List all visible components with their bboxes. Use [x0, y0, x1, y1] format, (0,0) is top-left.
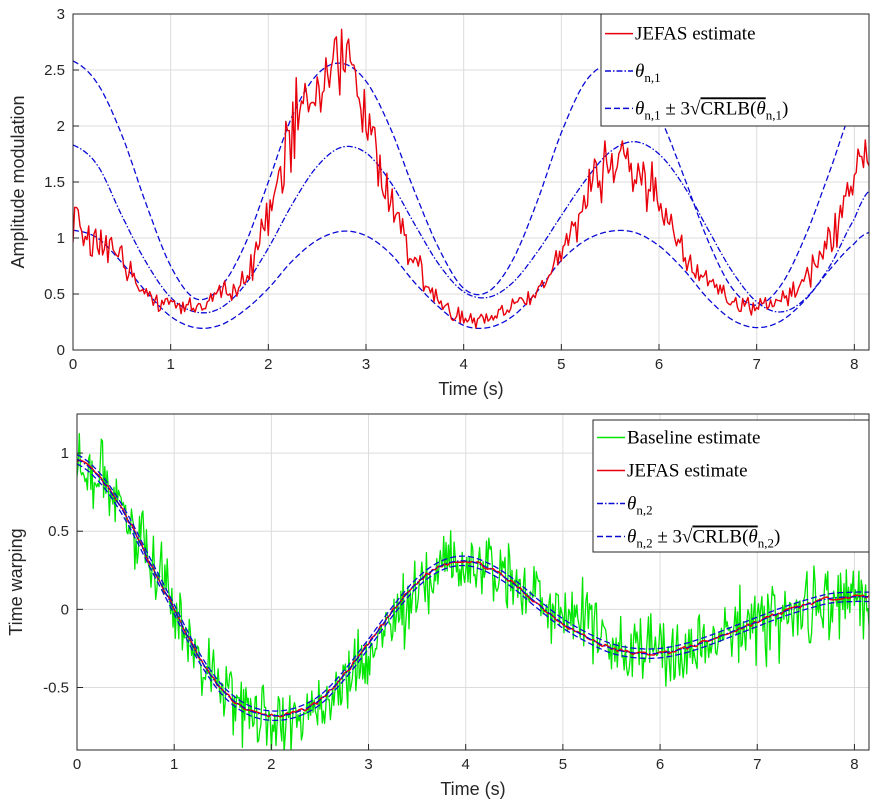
legend-label-baseline: Baseline estimate	[627, 428, 760, 449]
x-axis-label: Time (s)	[438, 379, 503, 399]
legend-box	[600, 13, 870, 127]
series-crlb-upper	[73, 60, 869, 306]
y-tick-label: 2	[57, 118, 65, 135]
legend-label-crlb: θn,1 ± 3√CRLB(θn,1)	[635, 98, 788, 122]
legend: JEFAS estimate θn,1 θn,1 ± 3√CRLB(θn,1)	[600, 13, 870, 127]
x-tick-label: 1	[166, 356, 174, 373]
x-axis-label: Time (s)	[440, 779, 505, 799]
x-tick-label: 8	[850, 756, 858, 773]
y-axis-label: Amplitude modulation	[8, 95, 28, 268]
x-tick-label: 8	[850, 356, 858, 373]
x-tick-label: 6	[656, 756, 664, 773]
series-jefas-estimate	[73, 28, 869, 329]
series-crlb-lower	[73, 229, 869, 330]
y-tick-label: -0.5	[43, 679, 69, 696]
time-warping-chart: 0 1 2 3 4 5 6 7 8 -0.5 0 0.5 1 Time (s) Time warping…	[6, 413, 870, 799]
x-tick-label: 4	[460, 356, 468, 373]
y-axis-label: Time warping	[6, 528, 26, 635]
series-theta	[73, 141, 869, 314]
x-tick-label: 0	[73, 756, 81, 773]
amplitude-modulation-chart: 0 1 2 3 4 5 6 7 8 0 0.5 1 1.5 2 2.5 3 Time (s) Amplitud…	[8, 6, 870, 399]
series-crlb-lower	[77, 463, 869, 722]
x-tick-label: 5	[559, 756, 567, 773]
series-theta	[77, 458, 869, 717]
y-tick-label: 3	[57, 6, 65, 23]
plot-area	[77, 432, 869, 750]
legend-label-jefas: JEFAS estimate	[627, 461, 748, 482]
legend-box	[592, 419, 870, 553]
plot-area	[73, 28, 869, 330]
y-tick-label: 1	[57, 230, 65, 247]
legend-label-jefas: JEFAS estimate	[635, 24, 756, 45]
legend-label-crlb: θn,2 ± 3√CRLB(θn,2)	[627, 527, 780, 551]
x-tick-label: 7	[753, 756, 761, 773]
x-tick-label: 5	[557, 356, 565, 373]
x-tick-label: 0	[69, 356, 77, 373]
y-tick-label: 0.5	[44, 286, 65, 303]
x-tick-label: 3	[364, 756, 372, 773]
x-tick-label: 7	[753, 356, 761, 373]
y-tick-label: 0	[61, 601, 69, 618]
tick-labels: 0 1 2 3 4 5 6 7 8 0 0.5 1 1.5 2 2.5 3	[44, 6, 858, 373]
y-tick-label: 0.5	[48, 523, 69, 540]
x-tick-label: 1	[170, 756, 178, 773]
y-tick-label: 1.5	[44, 174, 65, 191]
tick-labels: 0 1 2 3 4 5 6 7 8 -0.5 0 0.5 1	[43, 445, 858, 773]
series-crlb-upper	[77, 454, 869, 712]
y-tick-label: 2.5	[44, 62, 65, 79]
x-tick-label: 2	[267, 756, 275, 773]
legend: Baseline estimate JEFAS estimate θn,2 θn…	[592, 419, 870, 553]
y-tick-label: 0	[57, 342, 65, 359]
x-tick-label: 3	[362, 356, 370, 373]
x-tick-label: 4	[462, 756, 470, 773]
x-tick-label: 2	[264, 356, 272, 373]
y-tick-label: 1	[61, 445, 69, 462]
x-tick-label: 6	[655, 356, 663, 373]
axes-frame	[76, 413, 870, 751]
